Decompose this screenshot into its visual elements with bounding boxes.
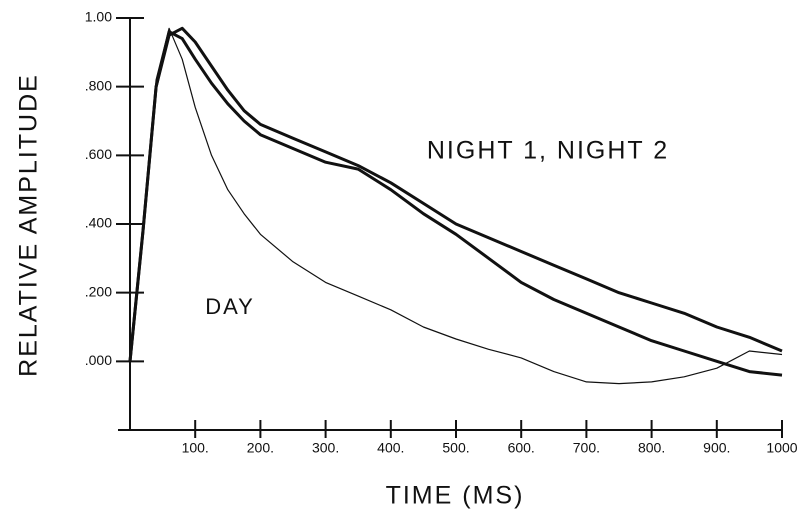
data-line [128,30,783,377]
y-axis-title: RELATIVE AMPLITUDE [15,73,43,377]
annotation: NIGHT 1, NIGHT 2 [427,137,669,165]
y-tick-label: .600 [85,146,112,162]
annotation: DAY [205,294,255,319]
data-line [129,27,783,385]
y-tick-label: .000 [85,352,112,368]
y-tick-label: 1.00 [85,9,112,25]
x-tick-label: 800. [638,440,665,456]
x-tick-label: 600. [508,440,535,456]
x-tick-label: 900. [703,440,730,456]
data-line [128,26,783,362]
x-tick-label: 200. [247,440,274,456]
x-tick-label: 500. [442,440,469,456]
x-tick-label: 700. [573,440,600,456]
x-tick-label: 100. [182,440,209,456]
x-tick-label: 400. [377,440,404,456]
y-tick-label: .200 [85,283,112,299]
x-tick-label: 1000 [766,440,797,456]
x-axis-title: TIME (MS) [386,482,525,510]
x-tick-label: 300. [312,440,339,456]
y-tick-label: .400 [85,215,112,231]
y-tick-label: .800 [85,77,112,93]
